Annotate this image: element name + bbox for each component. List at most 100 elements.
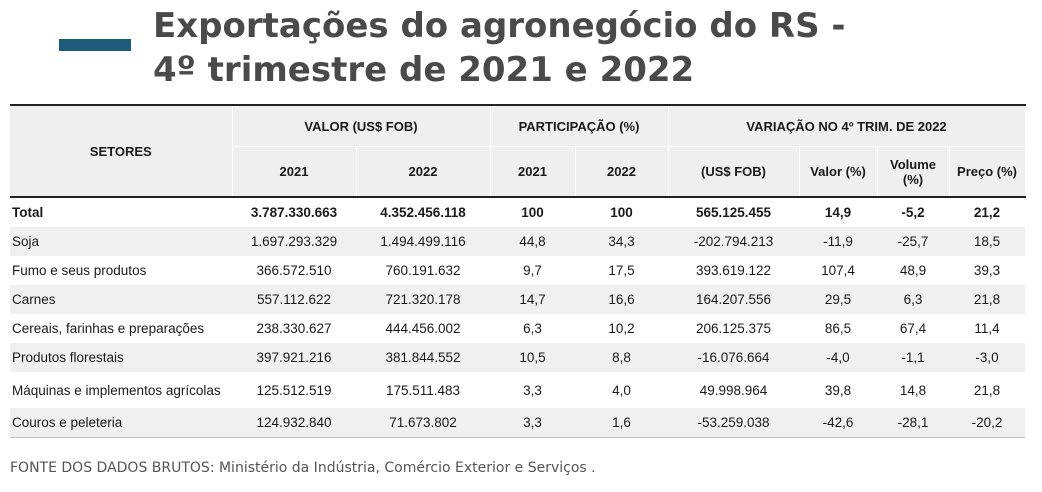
header-valor-2022: 2022 (356, 146, 491, 198)
header-participacao-2022: 2022 (575, 146, 669, 198)
table-body: Total 3.787.330.663 4.352.456.118 100 100 565… (10, 197, 1026, 438)
cell-participacao-2022: 1,6 (575, 408, 669, 438)
cell-variacao-us-fob: 393.619.122 (695, 263, 772, 278)
cell-variacao-us-fob: 565.125.455 (695, 205, 772, 220)
header-variacao-us-fob: (US$ FOB) (668, 146, 800, 198)
cell-variacao-us-fob: 164.207.556 (668, 285, 800, 314)
header-variacao-valor: Valor (%) (799, 146, 878, 198)
cell-sector: Couros e peleteria (10, 408, 232, 438)
table-row: Soja 1.697.293.329 1.494.499.116 44,8 34,3 -2… (10, 227, 1026, 256)
header-setores: SETORES (10, 105, 233, 198)
header-variacao: VARIAÇÃO NO 4º TRIM. DE 2022 (668, 105, 1026, 147)
table-row: Produtos florestais 397.921.216 381.844.55… (10, 343, 1026, 372)
cell-valor-2022: 381.844.552 (356, 343, 490, 372)
cell-valor-2022: 175.511.483 (385, 382, 461, 398)
cell-participacao-2021: 6,3 (523, 321, 542, 336)
cell-participacao-2021: 10,5 (490, 343, 575, 372)
cell-variacao-preco: 21,8 (949, 285, 1026, 314)
cell-valor-2022: 444.456.002 (385, 321, 461, 336)
cell-valor-2021: 1.697.293.329 (232, 227, 356, 256)
header-variacao-preco: Preço (%) (949, 146, 1026, 198)
cell-valor-2021: 366.572.510 (256, 263, 332, 278)
cell-sector: Cereais, farinhas e preparações (12, 321, 205, 336)
cell-variacao-valor: 107,4 (821, 263, 855, 278)
cell-participacao-2022: 4,0 (612, 382, 631, 398)
cell-variacao-valor: -11,9 (799, 227, 878, 256)
cell-variacao-volume: 6,3 (877, 285, 950, 314)
header-participacao-2021: 2021 (490, 146, 576, 198)
cell-participacao-2022: 100 (610, 205, 633, 220)
cell-valor-2021: 3.787.330.663 (250, 205, 338, 220)
cell-variacao-preco: 18,5 (949, 227, 1026, 256)
table-header: SETORES VALOR (US$ FOB) PARTICIPAÇÃO (%)… (10, 105, 1026, 198)
table-row: Fumo e seus produtos 366.572.510 760.191.6… (10, 256, 1025, 285)
cell-variacao-valor: 86,5 (824, 321, 852, 336)
cell-variacao-preco: 39,3 (973, 263, 1001, 278)
cell-variacao-us-fob: -53.259.038 (668, 408, 800, 438)
table-row-total: Total 3.787.330.663 4.352.456.118 100 100 565… (10, 197, 1025, 227)
cell-valor-2022: 4.352.456.118 (380, 205, 466, 220)
cell-variacao-preco: 21,8 (973, 382, 1001, 398)
cell-valor-2021: 124.932.840 (232, 408, 356, 438)
cell-participacao-2021: 44,8 (490, 227, 575, 256)
title-line-2: 4º trimestre de 2021 e 2022 (153, 50, 695, 90)
table-row: Carnes 557.112.622 721.320.178 14,7 16,6 164.… (10, 285, 1026, 314)
cell-sector: Fumo e seus produtos (12, 263, 147, 278)
cell-variacao-us-fob: 49.998.964 (699, 382, 768, 398)
cell-participacao-2021: 3,3 (523, 382, 542, 398)
cell-participacao-2022: 16,6 (575, 285, 669, 314)
cell-variacao-preco: -3,0 (949, 343, 1026, 372)
cell-participacao-2022: 17,5 (608, 263, 635, 278)
cell-variacao-us-fob: -16.076.664 (668, 343, 800, 372)
header-valor: VALOR (US$ FOB) (232, 105, 491, 147)
cell-variacao-volume: 48,9 (899, 263, 927, 278)
cell-valor-2022: 760.191.632 (385, 263, 461, 278)
cell-variacao-valor: 39,8 (824, 382, 852, 398)
cell-participacao-2022: 10,2 (608, 321, 635, 336)
cell-valor-2021: 238.330.627 (256, 321, 332, 336)
cell-variacao-valor: 14,9 (824, 205, 852, 220)
title-line-1: Exportações do agronegócio do RS - (153, 6, 846, 46)
cell-valor-2022: 721.320.178 (356, 285, 490, 314)
exports-table: SETORES VALOR (US$ FOB) PARTICIPAÇÃO (%)… (10, 104, 1026, 438)
cell-valor-2021: 397.921.216 (232, 343, 356, 372)
cell-variacao-volume: -28,1 (877, 408, 950, 438)
cell-valor-2021: 557.112.622 (232, 285, 356, 314)
header-participacao: PARTICIPAÇÃO (%) (490, 105, 669, 147)
cell-sector: Máquinas e implementos agrícolas (12, 382, 221, 398)
cell-participacao-2021: 14,7 (490, 285, 575, 314)
cell-participacao-2021: 3,3 (490, 408, 575, 438)
table-row: Couros e peleteria 124.932.840 71.673.802 3… (10, 408, 1026, 438)
cell-variacao-valor: 29,5 (799, 285, 878, 314)
cell-variacao-us-fob: 206.125.375 (695, 321, 772, 336)
cell-variacao-volume: 14,8 (899, 382, 927, 398)
cell-participacao-2022: 8,8 (575, 343, 669, 372)
cell-valor-2022: 1.494.499.116 (356, 227, 490, 256)
cell-variacao-us-fob: -202.794.213 (668, 227, 800, 256)
cell-valor-2021: 125.512.519 (256, 382, 332, 398)
source-footnote: FONTE DOS DADOS BRUTOS: Ministério da In… (10, 460, 596, 476)
cell-sector: Soja (10, 227, 232, 256)
cell-variacao-volume: -5,2 (901, 205, 925, 220)
cell-sector: Carnes (10, 285, 232, 314)
cell-variacao-volume: 67,4 (899, 321, 927, 336)
table-row: Máquinas e implementos agrícolas 125.512.… (10, 372, 1025, 408)
table-row: Cereais, farinhas e preparações 238.330.6… (10, 314, 1025, 343)
title-accent-bar (59, 39, 131, 51)
header-variacao-volume: Volume (%) (877, 146, 950, 198)
cell-variacao-valor: -42,6 (799, 408, 878, 438)
header-valor-2021: 2021 (232, 146, 357, 198)
cell-variacao-preco: 21,2 (973, 205, 1001, 220)
cell-sector: Total (12, 205, 44, 220)
page-title: Exportações do agronegócio do RS - 4º tr… (153, 4, 846, 92)
cell-sector: Produtos florestais (10, 343, 232, 372)
cell-variacao-preco: -20,2 (949, 408, 1026, 438)
cell-variacao-volume: -1,1 (877, 343, 950, 372)
cell-valor-2022: 71.673.802 (356, 408, 490, 438)
cell-participacao-2021: 9,7 (523, 263, 542, 278)
cell-participacao-2022: 34,3 (575, 227, 669, 256)
cell-variacao-volume: -25,7 (877, 227, 950, 256)
cell-variacao-valor: -4,0 (799, 343, 878, 372)
cell-participacao-2021: 100 (521, 205, 544, 220)
cell-variacao-preco: 11,4 (974, 321, 1000, 336)
